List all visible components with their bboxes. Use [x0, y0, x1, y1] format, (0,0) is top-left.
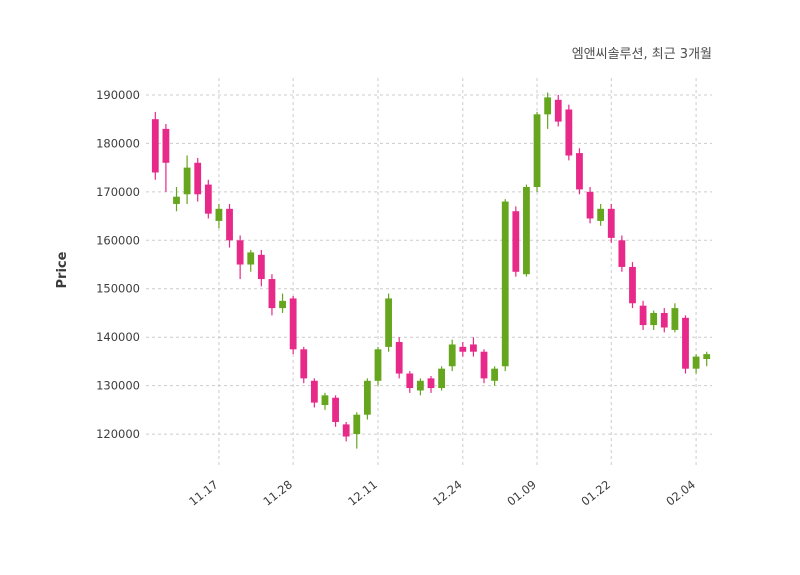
candle [268, 274, 276, 316]
candle [151, 111, 159, 180]
candle [215, 203, 223, 229]
x-tick-label: 12.24 [430, 477, 465, 508]
candle [629, 262, 636, 309]
y-axis-title: Price [55, 251, 70, 288]
x-tick-label: 02.04 [663, 477, 698, 508]
candle [385, 293, 392, 352]
candle [310, 378, 318, 408]
candle [374, 346, 382, 386]
candle [576, 148, 583, 195]
candle [650, 310, 658, 330]
candle [682, 315, 689, 374]
x-tick-label: 01.22 [579, 477, 614, 508]
x-tick-label: 12.11 [345, 477, 380, 508]
candle [289, 296, 297, 355]
candle [427, 375, 435, 393]
candle [554, 94, 562, 127]
candle [459, 342, 467, 357]
candle [639, 300, 647, 330]
candle [363, 378, 371, 420]
candle [194, 157, 202, 202]
y-tick-label: 130000 [96, 379, 140, 393]
candle [353, 412, 361, 449]
candle [342, 421, 350, 442]
y-tick-label: 190000 [96, 88, 140, 102]
candle [544, 92, 552, 129]
candle [321, 392, 329, 410]
y-tick-label: 160000 [96, 233, 140, 247]
candle [236, 235, 244, 280]
y-tick-label: 170000 [96, 185, 140, 199]
candle [406, 371, 414, 393]
candle [618, 235, 626, 272]
candle [533, 111, 541, 192]
grid-layer [146, 78, 712, 468]
candle [448, 339, 456, 372]
candle [332, 395, 339, 427]
candle [523, 184, 530, 277]
chart-title: 엠앤씨솔루션, 최근 3개월 [572, 47, 712, 62]
candle [692, 354, 700, 374]
candle [607, 203, 615, 243]
y-tick-label: 180000 [96, 136, 140, 150]
candle [226, 203, 233, 248]
x-tick-label: 11.28 [260, 477, 295, 508]
candle [480, 349, 488, 384]
candle [470, 337, 477, 357]
candle [597, 203, 605, 226]
candle [501, 199, 509, 372]
candle [183, 155, 191, 204]
candle [438, 366, 446, 391]
candles-layer [151, 92, 711, 449]
candle [204, 179, 212, 219]
candle [565, 104, 573, 161]
candle [247, 249, 255, 272]
candle [512, 206, 520, 277]
y-tick-label: 140000 [96, 330, 140, 344]
candle [279, 293, 286, 313]
candle [586, 187, 594, 224]
candle [660, 308, 668, 333]
x-tick-label: 11.17 [186, 477, 221, 508]
y-tick-label: 120000 [96, 427, 140, 441]
candle [416, 378, 424, 396]
x-axis-tick-labels: 11.17 11.28 12.11 12.24 01.09 01.22 02.04 [186, 477, 698, 508]
candle [257, 249, 265, 287]
candle [671, 303, 679, 333]
candle [300, 346, 308, 384]
x-tick-label: 01.09 [504, 477, 539, 508]
candle [491, 366, 499, 386]
candle [395, 337, 403, 379]
candle [162, 124, 170, 192]
y-tick-label: 150000 [96, 282, 140, 296]
y-axis-tick-labels: 120000 130000 140000 150000 160000 170000 1800… [96, 88, 140, 441]
candle [703, 351, 711, 367]
candle [173, 187, 180, 212]
